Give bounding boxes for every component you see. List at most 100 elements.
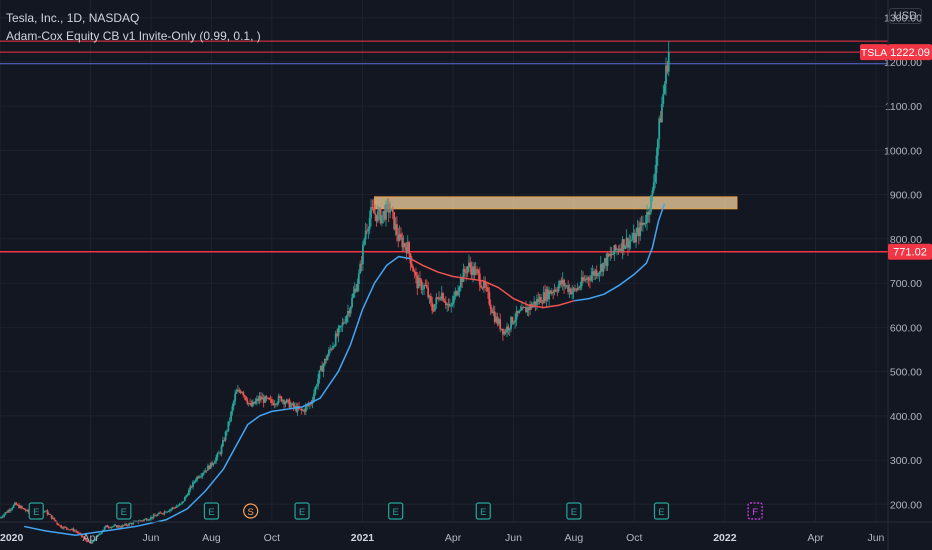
candle-body: [448, 305, 451, 307]
event-marker-letter: E: [571, 507, 577, 518]
candle-body: [9, 509, 12, 511]
candle-body: [304, 406, 307, 412]
candle-body: [264, 396, 266, 403]
candle-body: [265, 396, 268, 399]
candle-body: [553, 289, 556, 293]
candle-body: [398, 233, 401, 241]
candle-body: [488, 291, 491, 305]
candle-body: [633, 233, 636, 243]
candle-body: [64, 526, 67, 528]
candle-body: [26, 509, 29, 511]
candle-body: [469, 262, 472, 268]
candle-body: [164, 511, 167, 513]
candle-body: [200, 475, 203, 477]
candle-body: [405, 246, 408, 254]
candle-body: [262, 397, 265, 403]
candle-body: [542, 292, 545, 303]
candle-body: [52, 517, 54, 519]
candle-body: [431, 302, 434, 311]
x-tick-label: Jun: [143, 532, 160, 544]
candle-body: [4, 512, 7, 515]
candle-body: [417, 278, 420, 289]
candle-body: [667, 51, 670, 72]
indicator-legend[interactable]: Adam-Cox Equity CB v1 Invite-Only (0.99,…: [6, 29, 261, 43]
event-marker-letter: E: [658, 507, 664, 518]
candle-body: [205, 470, 208, 472]
candle-body: [347, 310, 349, 317]
candle-body: [432, 310, 435, 312]
candle-body: [1, 516, 4, 518]
candle-body: [7, 510, 10, 513]
candle-body: [468, 262, 470, 267]
candle-body: [491, 309, 493, 314]
candle-body: [299, 408, 302, 410]
candle-body: [92, 540, 95, 542]
candle-body: [572, 288, 575, 292]
candle-body: [590, 275, 593, 281]
candle-body: [518, 310, 521, 314]
event-marker-letter: E: [299, 507, 305, 518]
currency-button[interactable]: USD: [888, 8, 922, 24]
candle-body: [438, 297, 440, 300]
candle-body: [75, 530, 78, 532]
candle-body: [110, 526, 113, 528]
candle-body: [114, 525, 117, 527]
candle-body: [73, 530, 76, 532]
candle-body: [472, 266, 474, 276]
resistance-zone[interactable]: [374, 196, 738, 210]
candle-body: [386, 203, 389, 205]
symbol-legend[interactable]: Tesla, Inc., 1D, NASDAQ: [6, 11, 140, 25]
candle-body: [521, 307, 523, 311]
candle-body: [535, 299, 538, 306]
candle-body: [175, 506, 178, 508]
candle-body: [295, 405, 298, 412]
price-axis[interactable]: 200.00 300.00 400.00 500.00 600.00 700.00 800.…: [884, 0, 922, 550]
time-axis[interactable]: 2020 Apr Jun Aug Oct 2021 Apr Jun Aug Oct 2022 Apr J…: [0, 521, 932, 544]
candle-body: [242, 391, 245, 396]
candle-body: [389, 210, 391, 213]
candle-body: [501, 328, 504, 335]
candle-body: [275, 404, 277, 405]
candle-body: [421, 288, 424, 290]
candle-body: [404, 243, 406, 247]
earnings-marker: [203, 502, 220, 520]
candle-body: [575, 289, 578, 291]
candle-body: [43, 511, 46, 512]
candle-body: [463, 269, 466, 273]
candle-body: [379, 209, 382, 224]
candle-body: [415, 271, 417, 276]
horizontal-lines[interactable]: [0, 40, 888, 253]
candle-body: [143, 519, 145, 521]
candle-body: [83, 537, 86, 539]
candle-body: [82, 536, 84, 538]
candle-body: [317, 379, 319, 387]
candle-body: [560, 280, 563, 285]
candle-body: [556, 290, 559, 292]
candle-body: [269, 399, 272, 401]
candle-body: [450, 304, 453, 306]
candle-body: [68, 529, 71, 531]
candle-body: [177, 505, 179, 507]
candle-body: [420, 280, 423, 290]
candle-body: [629, 240, 632, 242]
candle-body: [618, 248, 621, 251]
candle-body: [284, 402, 287, 405]
event-marker-letter: E: [393, 507, 399, 518]
candle-body: [537, 299, 540, 303]
candle-body: [345, 316, 348, 323]
candle-body: [557, 285, 560, 292]
candle-body: [283, 400, 285, 405]
candle-body: [654, 173, 657, 183]
candle-body: [246, 400, 249, 404]
candle-body: [574, 288, 576, 290]
candle-body: [60, 525, 63, 528]
candle-body: [376, 211, 379, 222]
candle-body: [514, 319, 517, 323]
candle-body: [24, 509, 27, 511]
candle-body: [95, 536, 98, 540]
candle-body: [241, 391, 243, 393]
candle-body: [662, 93, 665, 104]
candle-body: [593, 271, 595, 276]
